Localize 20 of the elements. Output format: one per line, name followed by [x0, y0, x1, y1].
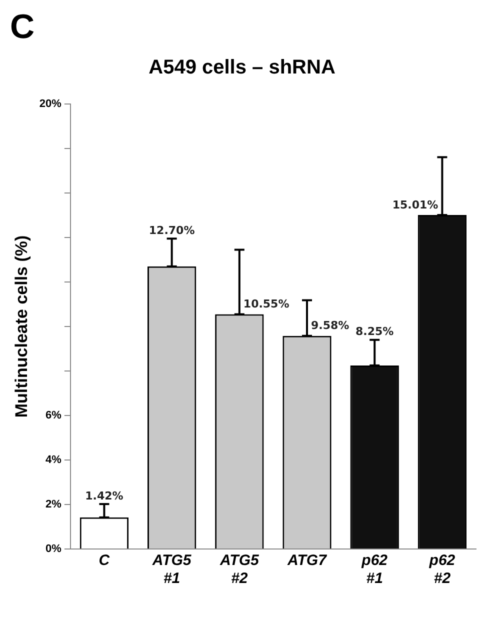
x-tick-label: p62 #2 [428, 552, 456, 588]
y-axis-title: Multinucleate cells (%) [12, 235, 31, 418]
text: C [10, 8, 36, 46]
data-label: 12.70% [148, 224, 195, 237]
chart-title: A549 cells – shRNA [148, 56, 336, 79]
x-tick-label: ATG7 [286, 552, 328, 570]
data-label: 10.55% [243, 298, 290, 311]
y-tick-label: 4% [46, 454, 62, 466]
data-label: 15.01% [392, 198, 438, 212]
y-tick-label: 2% [46, 498, 62, 511]
y-tick-label: 20% [39, 98, 62, 110]
data-label: 8.25% [356, 325, 394, 338]
data-label: 9.58% [311, 319, 350, 332]
x-tick-label: C [98, 552, 111, 570]
y-tick-label: 6% [46, 410, 62, 422]
data-label: 1.42% [85, 489, 124, 502]
y-tick-label: 0% [46, 543, 62, 556]
x-tick-label: ATG5 #1 [151, 552, 192, 588]
x-tick-label: ATG5 #2 [218, 552, 260, 588]
x-tick-label: p62 #1 [360, 552, 388, 588]
